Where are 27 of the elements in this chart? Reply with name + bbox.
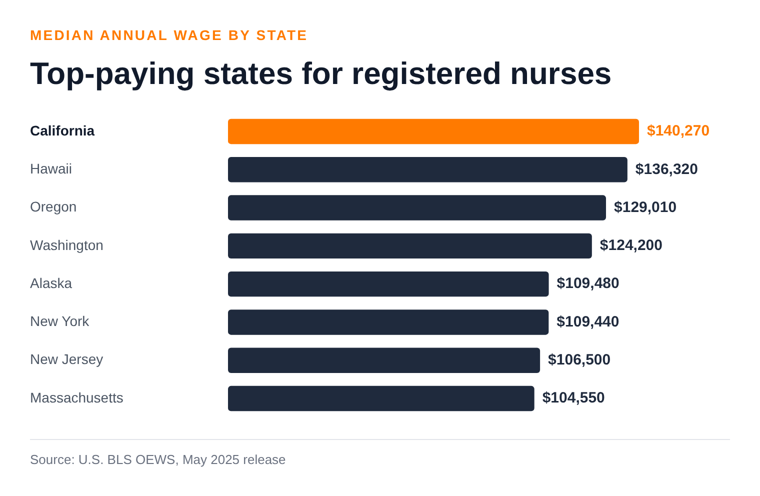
data-label: $129,010 bbox=[614, 198, 677, 216]
y-tick-label: New Jersey bbox=[30, 351, 104, 368]
bar bbox=[228, 195, 606, 220]
y-tick-label: Washington bbox=[30, 236, 104, 253]
bar bbox=[228, 310, 549, 335]
y-tick-label: Hawaii bbox=[30, 160, 72, 176]
y-tick-label: New York bbox=[30, 313, 90, 330]
source-note: Source: U.S. BLS OEWS, May 2025 release bbox=[30, 452, 286, 467]
y-tick-label: Alaska bbox=[30, 274, 72, 291]
bar bbox=[228, 386, 534, 412]
bar bbox=[228, 118, 639, 144]
bar bbox=[228, 157, 628, 182]
data-label: $109,480 bbox=[556, 275, 620, 292]
data-label: $124,200 bbox=[600, 237, 662, 254]
data-label: $136,320 bbox=[635, 160, 698, 178]
data-label: $104,550 bbox=[542, 390, 605, 407]
chart-title: Top-paying states for registered nurses bbox=[30, 56, 612, 92]
y-tick-label: Oregon bbox=[30, 198, 77, 215]
bar bbox=[228, 348, 540, 373]
data-label: $140,270 bbox=[647, 122, 710, 140]
y-tick-label: Massachusetts bbox=[30, 389, 124, 406]
data-label: $109,440 bbox=[556, 313, 620, 330]
y-tick-label: California bbox=[30, 122, 95, 138]
bar bbox=[228, 233, 592, 259]
data-label: $106,500 bbox=[548, 352, 611, 369]
chart-subtitle: MEDIAN ANNUAL WAGE BY STATE bbox=[30, 27, 308, 43]
bar bbox=[228, 271, 549, 297]
